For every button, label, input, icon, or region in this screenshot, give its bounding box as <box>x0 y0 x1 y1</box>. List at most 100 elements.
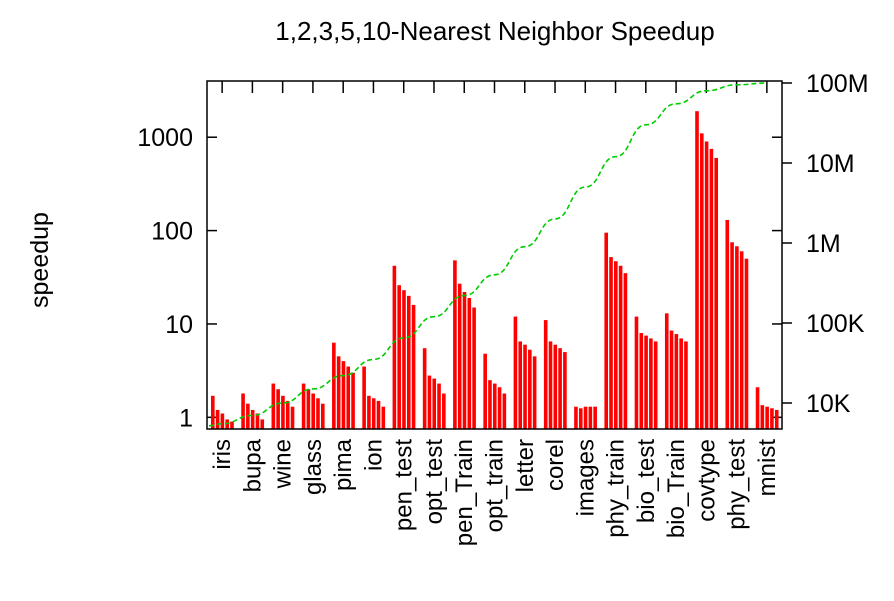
bar <box>336 356 341 429</box>
bar <box>543 320 548 429</box>
bar <box>755 387 760 429</box>
bar <box>411 304 416 429</box>
bar <box>241 393 245 429</box>
bar <box>760 405 765 429</box>
bar <box>593 406 597 429</box>
bar <box>523 344 527 429</box>
bar <box>664 313 669 429</box>
bar <box>367 395 371 429</box>
bar <box>548 341 553 429</box>
bar <box>588 406 593 429</box>
bar <box>553 344 558 429</box>
bar <box>260 419 265 429</box>
bar <box>376 400 381 429</box>
bar <box>271 383 276 429</box>
bar <box>739 251 744 429</box>
bar <box>422 348 427 429</box>
bar <box>255 413 260 429</box>
bar <box>583 406 588 429</box>
bar <box>709 148 714 430</box>
x-tick-label: corel <box>542 439 569 491</box>
bar <box>634 316 639 429</box>
bar <box>462 291 467 429</box>
x-tick-label: iris <box>209 439 236 470</box>
bar <box>770 408 774 429</box>
bar <box>765 406 769 429</box>
bar <box>346 366 351 429</box>
bar <box>276 389 280 429</box>
curve-layer <box>208 82 767 427</box>
bar <box>492 383 497 429</box>
bar <box>220 413 225 429</box>
bar <box>513 316 518 429</box>
bar <box>609 257 613 429</box>
bar <box>437 383 441 429</box>
bar <box>215 409 220 429</box>
bar <box>704 141 709 430</box>
bar <box>614 261 618 429</box>
x-tick-label: bio_Train <box>663 439 690 538</box>
x-tick-label: opt_train <box>482 439 509 532</box>
x-tick-label: bio_test <box>633 439 660 523</box>
bar <box>578 408 583 429</box>
bar <box>644 335 648 429</box>
bar <box>341 361 346 429</box>
bar <box>402 290 406 429</box>
y-axis-ticks: 1 10 100 1000 <box>137 124 782 432</box>
y2-axis-ticks: 10K 100K 1M 10M 100M <box>782 70 869 418</box>
bar <box>653 341 658 429</box>
bar <box>574 406 578 429</box>
bar <box>301 383 306 429</box>
y2-tick-label: 10M <box>806 150 855 178</box>
bar <box>230 421 234 429</box>
x-tick-label: pen_test <box>391 439 418 531</box>
bar <box>371 398 376 429</box>
bar <box>684 341 688 429</box>
bar <box>563 352 567 429</box>
bar <box>604 232 609 429</box>
bar <box>695 111 699 430</box>
x-tick-label: pen_Train <box>451 439 478 546</box>
x-tick-label: mnist <box>754 439 781 497</box>
bar <box>285 400 290 429</box>
bar <box>311 393 315 429</box>
bar <box>250 409 255 429</box>
bar <box>502 393 507 429</box>
bar <box>669 330 674 429</box>
bar <box>700 133 704 430</box>
bar <box>211 395 215 429</box>
bar <box>432 378 437 429</box>
bar <box>774 409 779 429</box>
bar <box>332 342 336 429</box>
plot-frame <box>206 80 783 430</box>
y-tick-label: 100 <box>151 218 193 246</box>
bar <box>320 403 325 429</box>
chart-title: 1,2,3,5,10-Nearest Neighbor Speedup <box>275 16 714 46</box>
x-tick-label: opt_test <box>421 439 448 525</box>
bar <box>351 372 355 429</box>
y2-tick-label: 10K <box>806 390 851 418</box>
bar <box>528 349 532 429</box>
x-axis-labels: iris bupa wine glass pima ion pen_test opt_test… <box>209 438 781 546</box>
y-tick-label: 1 <box>179 404 193 432</box>
bar <box>427 375 432 429</box>
bar <box>290 406 295 429</box>
bar <box>725 219 730 429</box>
bar <box>483 353 487 429</box>
bar <box>679 338 683 429</box>
x-tick-label: letter <box>512 439 539 492</box>
y2-tick-label: 100M <box>806 70 869 98</box>
bar <box>467 297 472 429</box>
y-axis-label: speedup <box>26 212 54 308</box>
x-tick-label: wine <box>270 439 297 489</box>
bar <box>744 258 749 429</box>
bar <box>362 366 366 429</box>
bar <box>497 387 502 429</box>
y-tick-label: 10 <box>165 311 193 339</box>
bar <box>392 265 397 429</box>
green-dashed-curve <box>208 82 767 427</box>
bar <box>532 356 537 429</box>
x-tick-label: covtype <box>693 439 720 522</box>
bar <box>518 341 523 429</box>
